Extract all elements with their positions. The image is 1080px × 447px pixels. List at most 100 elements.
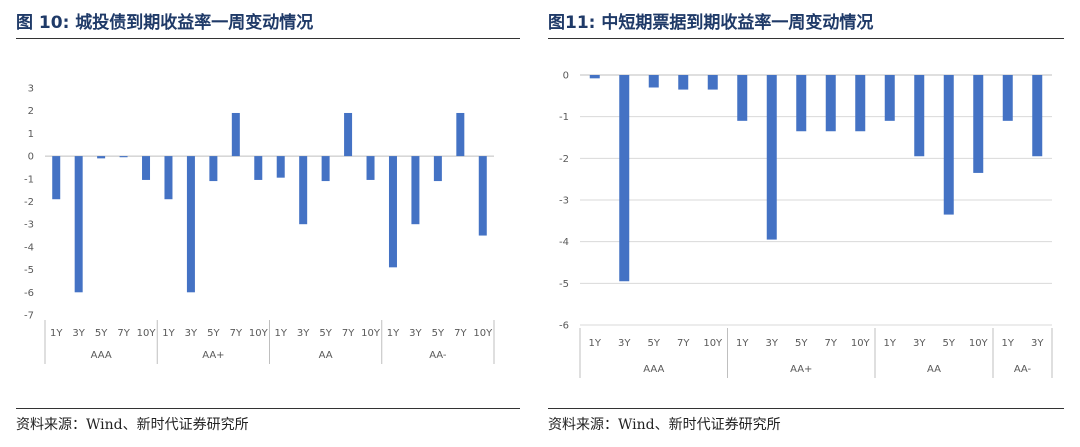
- bar: [478, 156, 487, 236]
- y-tick-label: -5: [24, 265, 34, 276]
- y-tick-label: -1: [24, 174, 34, 185]
- group-label: AA: [927, 364, 941, 375]
- y-tick-label: 1: [28, 129, 34, 140]
- figure-11-title: 图11: 中短期票据到期收益率一周变动情况: [548, 13, 874, 33]
- group-label: AA-: [429, 350, 447, 361]
- x-tick-label: 10Y: [473, 328, 493, 339]
- bar: [97, 156, 106, 159]
- bar: [943, 75, 954, 215]
- bar: [433, 156, 442, 182]
- x-tick-label: 3Y: [766, 338, 779, 349]
- bar: [648, 75, 659, 88]
- bar: [973, 75, 984, 173]
- group-label: AA+: [790, 364, 812, 375]
- group-label: AA: [319, 350, 333, 361]
- x-tick-label: 5Y: [943, 338, 956, 349]
- x-tick-label: 10Y: [851, 338, 871, 349]
- y-tick-label: 0: [28, 152, 34, 163]
- x-tick-label: 1Y: [589, 338, 602, 349]
- y-tick-label: -3: [559, 196, 569, 207]
- bar: [344, 112, 353, 157]
- group-label: AA-: [1014, 364, 1032, 375]
- bar: [619, 75, 630, 282]
- source-rule: [16, 408, 520, 409]
- bar: [766, 75, 777, 240]
- bar: [366, 156, 375, 180]
- x-tick-label: 3Y: [618, 338, 631, 349]
- bar: [119, 156, 128, 158]
- x-tick-label: 3Y: [72, 328, 85, 339]
- bar: [388, 156, 397, 268]
- bar: [186, 156, 195, 293]
- title-rule: [548, 38, 1064, 39]
- bar: [209, 156, 218, 182]
- bar: [142, 156, 151, 180]
- x-tick-label: 5Y: [207, 328, 220, 339]
- x-tick-label: 10Y: [703, 338, 723, 349]
- x-tick-label: 1Y: [274, 328, 287, 339]
- y-tick-label: -2: [559, 154, 569, 165]
- bar: [321, 156, 330, 182]
- bar: [825, 75, 836, 132]
- city-investment-bond-chart: 3 2 1 0 -1 -2 -3 -4 -5 -6 -7 1Y 3Y 5Y 7Y 10Y AAA 1Y 3Y 5Y 7Y…: [24, 84, 495, 364]
- bar: [164, 156, 173, 200]
- y-tick-label: -6: [559, 321, 569, 332]
- x-tick-label: 3Y: [185, 328, 198, 339]
- medium-short-term-note-chart: 0 -1 -2 -3 -4 -5 -6 1Y 3Y 5Y 7Y 10Y AAA 1Y 3Y 5Y 7Y 10Y AA…: [559, 71, 1053, 378]
- figure-10-title: 图 10: 城投债到期收益率一周变动情况: [16, 13, 314, 33]
- x-tick-label: 3Y: [913, 338, 926, 349]
- figure-11-source: 资料来源：Wind、新时代证券研究所: [548, 417, 781, 433]
- bar: [52, 156, 61, 200]
- source-rule: [548, 408, 1064, 409]
- bar: [411, 156, 420, 225]
- y-tick-label: -3: [24, 220, 34, 231]
- bar: [855, 75, 866, 132]
- figure-10-source: 资料来源：Wind、新时代证券研究所: [16, 417, 249, 433]
- x-tick-label: 7Y: [342, 328, 355, 339]
- group-label: AAA: [643, 364, 664, 375]
- x-tick-label: 7Y: [825, 338, 838, 349]
- figure-11-panel: 图11: 中短期票据到期收益率一周变动情况 0 -1 -2 -3 -4 -5 -6 1Y 3Y 5…: [540, 0, 1080, 447]
- x-tick-label: 1Y: [1002, 338, 1015, 349]
- bar: [796, 75, 807, 132]
- y-tick-label: -7: [24, 311, 34, 322]
- bar: [914, 75, 925, 157]
- x-tick-label: 1Y: [162, 328, 175, 339]
- bar: [276, 156, 285, 178]
- y-tick-label: -6: [24, 288, 34, 299]
- x-tick-label: 10Y: [249, 328, 269, 339]
- x-tick-label: 10Y: [137, 328, 157, 339]
- bar: [884, 75, 895, 121]
- x-tick-label: 5Y: [95, 328, 108, 339]
- bar: [74, 156, 83, 293]
- bar: [589, 75, 600, 79]
- x-tick-label: 1Y: [736, 338, 749, 349]
- bar: [1002, 75, 1013, 121]
- y-tick-label: -4: [559, 237, 569, 248]
- x-tick-label: 1Y: [50, 328, 63, 339]
- y-tick-label: 2: [28, 106, 34, 117]
- x-tick-label: 7Y: [230, 328, 243, 339]
- x-tick-label: 7Y: [117, 328, 130, 339]
- x-tick-label: 7Y: [454, 328, 467, 339]
- x-tick-label: 7Y: [677, 338, 690, 349]
- bar: [456, 112, 465, 157]
- y-tick-label: 3: [28, 84, 34, 95]
- x-tick-label: 3Y: [1031, 338, 1044, 349]
- x-tick-label: 5Y: [432, 328, 445, 339]
- x-tick-label: 5Y: [795, 338, 808, 349]
- y-tick-label: -5: [559, 279, 569, 290]
- group-label: AAA: [91, 350, 112, 361]
- x-tick-label: 1Y: [884, 338, 897, 349]
- group-label: AA+: [202, 350, 224, 361]
- y-tick-label: -4: [24, 242, 34, 253]
- x-tick-label: 5Y: [319, 328, 332, 339]
- y-tick-label: -2: [24, 197, 34, 208]
- bar: [678, 75, 689, 90]
- x-tick-label: 10Y: [969, 338, 989, 349]
- x-tick-label: 5Y: [648, 338, 661, 349]
- y-tick-label: -1: [559, 112, 569, 123]
- x-tick-label: 3Y: [297, 328, 310, 339]
- bar: [231, 112, 240, 157]
- bar: [254, 156, 263, 180]
